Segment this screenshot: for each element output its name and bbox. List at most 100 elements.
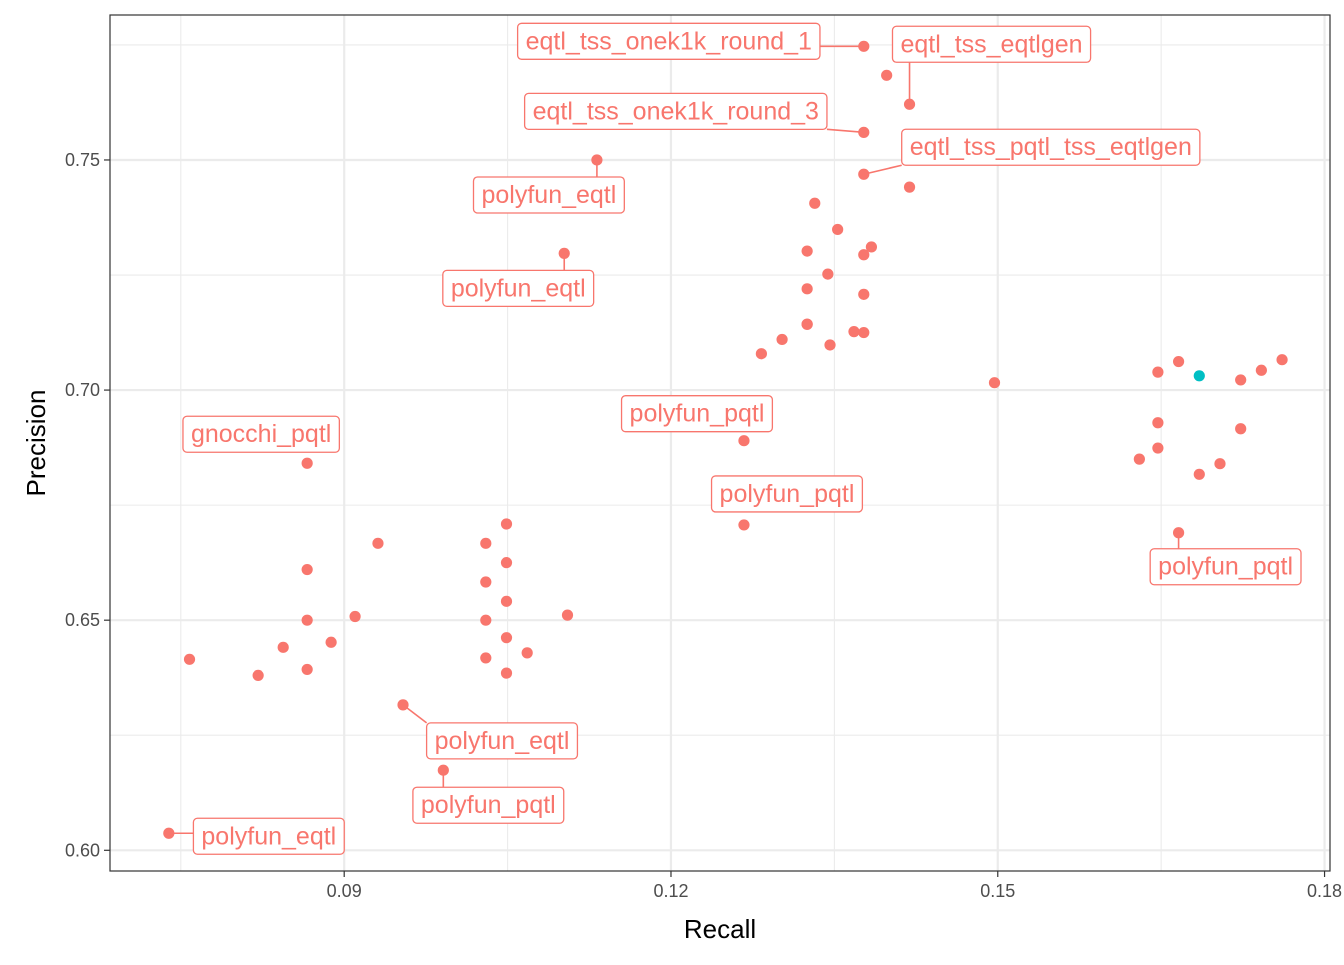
y-tick-label: 0.70 — [65, 380, 100, 400]
data-point — [903, 181, 916, 193]
callout-label-box — [182, 415, 341, 453]
callout-label-text: eqtl_tss_onek1k_round_1 — [526, 27, 812, 55]
callout-label: eqtl_tss_onek1k_round_3 — [523, 92, 828, 131]
data-point — [480, 576, 492, 588]
data-point — [561, 609, 574, 621]
data-point — [480, 652, 492, 664]
data-point — [521, 647, 533, 659]
callout-label: eqtl_tss_pqtl_tss_eqtlgen — [901, 128, 1201, 166]
data-point — [865, 241, 878, 253]
data-point — [183, 653, 196, 665]
callout-label: polyfun_eqtl — [472, 176, 625, 214]
data-point — [1193, 468, 1205, 480]
callout-leader-line — [863, 164, 902, 176]
callout-label-box — [891, 25, 1092, 63]
axis-ticks: 0.09 0.12 0.15 0.18 0.60 0.65 0.70 0.75 — [65, 150, 1342, 901]
data-point — [301, 457, 313, 469]
callout-label-text: polyfun_pqtl — [720, 480, 855, 508]
data-point — [277, 641, 289, 653]
x-tick-label: 0.09 — [327, 881, 362, 901]
data-point — [372, 537, 384, 549]
callout-label: polyfun_eqtl — [192, 817, 345, 855]
data-point — [163, 827, 175, 839]
data-point — [858, 168, 870, 180]
point-callouts: eqtl_tss_onek1k_round_1 eqtl_tss_eqtlgene… — [182, 22, 1302, 855]
data-point — [480, 614, 492, 626]
callout-label: eqtl_tss_onek1k_round_1 — [516, 22, 821, 60]
data-point — [325, 636, 337, 648]
callout-label-text: eqtl_tss_eqtlgen — [900, 30, 1082, 58]
data-point — [858, 126, 870, 138]
data-point — [1152, 417, 1164, 429]
callout-label-box — [412, 786, 565, 824]
callout-label: polyfun_pqtl — [1149, 548, 1302, 586]
data-point — [1235, 374, 1247, 386]
data-point — [1255, 364, 1267, 376]
data-point — [1214, 458, 1226, 470]
callout-label-text: polyfun_pqtl — [630, 400, 765, 428]
x-tick-label: 0.12 — [653, 881, 688, 901]
data-point — [558, 247, 570, 259]
callout-label-text: polyfun_eqtl — [451, 274, 586, 302]
callout-label-text: polyfun_eqtl — [435, 727, 570, 755]
data-point — [1152, 442, 1164, 454]
callout-label: polyfun_pqtl — [710, 475, 864, 513]
data-point — [738, 435, 750, 447]
data-point — [480, 537, 492, 549]
grid-lines — [110, 15, 1330, 871]
data-point — [1235, 423, 1247, 435]
data-points — [163, 40, 1288, 839]
callout-label-text: polyfun_pqtl — [421, 791, 556, 819]
callout-label-box — [710, 475, 864, 513]
callout-label-box — [472, 176, 625, 214]
data-point — [500, 518, 513, 530]
data-point — [822, 268, 834, 280]
x-tick-label: 0.18 — [1307, 881, 1342, 901]
data-point — [500, 557, 513, 569]
data-point — [349, 610, 361, 623]
y-tick-label: 0.75 — [65, 150, 100, 170]
y-tick-label: 0.65 — [65, 610, 100, 630]
x-tick-label: 0.15 — [980, 881, 1015, 901]
x-axis-title: Recall — [684, 914, 756, 944]
callout-label: polyfun_eqtl — [442, 269, 595, 308]
callout-label-text: polyfun_eqtl — [481, 181, 616, 209]
callout-label-box — [442, 269, 595, 308]
data-point — [824, 339, 836, 351]
callout-label-box — [901, 128, 1201, 166]
panel-border — [109, 14, 1331, 872]
callout-leader-line — [826, 128, 864, 134]
callout-label: gnocchi_pqtl — [182, 415, 341, 453]
data-point — [1133, 453, 1145, 465]
data-point — [301, 663, 313, 676]
data-point — [1172, 527, 1185, 539]
data-point — [301, 614, 313, 626]
data-point — [809, 197, 821, 209]
callout-label-box — [192, 817, 345, 855]
y-tick-label: 0.60 — [65, 840, 100, 860]
data-point — [301, 563, 313, 576]
callout-label: polyfun_pqtl — [412, 786, 565, 824]
callout-label-text: eqtl_tss_pqtl_tss_eqtlgen — [910, 133, 1192, 161]
callout-label: polyfun_eqtl — [425, 722, 579, 760]
data-point — [881, 69, 893, 81]
data-point — [858, 288, 870, 300]
data-point — [500, 595, 513, 607]
y-axis-title: Precision — [21, 390, 51, 497]
callout-label-box — [620, 395, 774, 433]
callout-label-text: polyfun_eqtl — [201, 822, 336, 850]
data-point — [500, 632, 513, 644]
callout-label-text: eqtl_tss_onek1k_round_3 — [533, 97, 819, 125]
callout-label-text: polyfun_pqtl — [1158, 553, 1293, 581]
data-point — [1152, 366, 1164, 378]
callout-label: eqtl_tss_eqtlgen — [891, 25, 1092, 63]
data-point — [1172, 355, 1185, 368]
data-point — [801, 318, 813, 330]
callout-label-box — [1149, 548, 1302, 586]
callout-label-box — [523, 92, 828, 131]
data-point — [848, 326, 860, 338]
data-point — [500, 667, 513, 679]
data-point — [437, 764, 449, 776]
